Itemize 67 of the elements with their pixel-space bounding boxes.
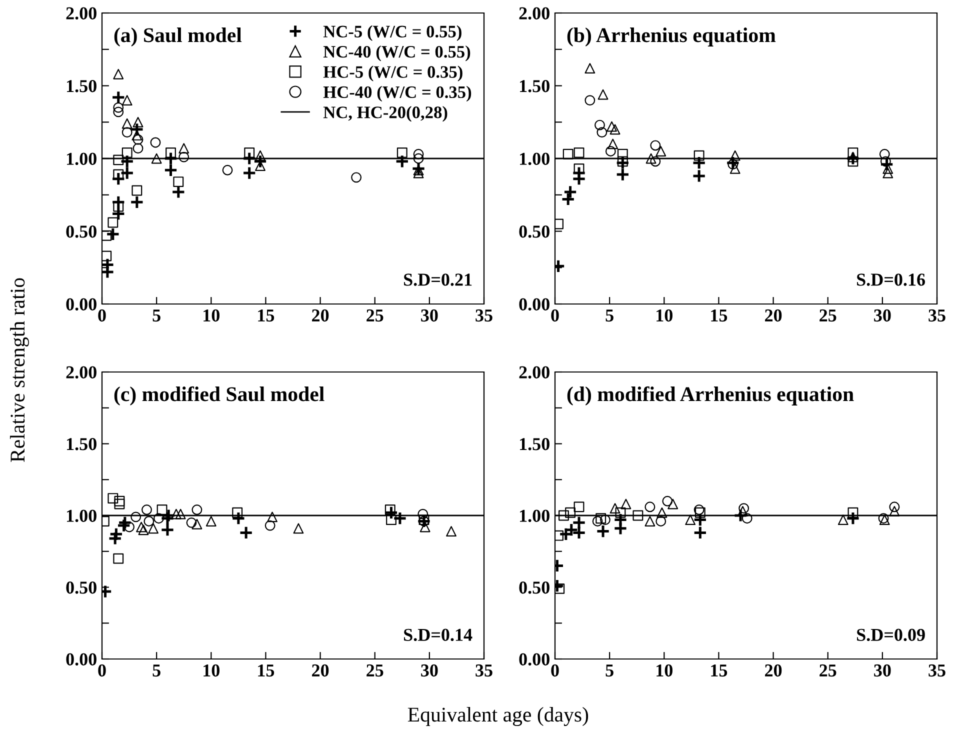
y-tick-label: 1.50: [520, 80, 550, 92]
x-tick-label: 25: [820, 309, 836, 322]
x-tick-label: 35: [476, 309, 492, 322]
y-tick-label: 0.00: [519, 653, 550, 666]
x-tick-label: 20: [765, 309, 782, 322]
x-tick-label: 15: [258, 309, 274, 322]
x-tick-label: 0: [551, 664, 559, 677]
legend-label: NC-5 (W/C = 0.55): [323, 25, 462, 42]
y-tick-label: 1.00: [66, 152, 96, 166]
x-tick-label: 25: [366, 664, 384, 677]
y-tick-label: 0.00: [66, 653, 96, 666]
text: (d) modified Arrhenius equation: [567, 386, 854, 406]
y-axis-title: Relative strength ratio: [10, 278, 29, 462]
x-tick-label: 35: [928, 664, 946, 677]
legend-label: NC-40 (W/C = 0.55): [323, 45, 470, 62]
y-tick-label: 2.00: [66, 366, 96, 379]
x-tick-label: 5: [152, 664, 160, 677]
x-tick-label: 20: [312, 309, 329, 322]
y-tick-label: 0.50: [519, 582, 550, 594]
x-tick-label: 10: [204, 309, 220, 322]
annotation: S.D=0.09: [857, 628, 925, 642]
y-tick-label: 2.00: [66, 7, 96, 20]
y-tick-label: 0.50: [66, 226, 96, 238]
x-tick-label: 0: [98, 309, 106, 322]
annotation: S.D=0.16: [857, 274, 926, 286]
y-tick-label: 0.50: [519, 226, 550, 238]
x-tick-label: 20: [765, 664, 782, 677]
legend-label: NC, HC-20(0,28): [323, 106, 448, 122]
x-tick-label: 20: [312, 664, 329, 677]
y-tick-label: 0.50: [66, 582, 96, 594]
x-tick-label: 30: [421, 664, 438, 677]
x-tick-label: 15: [711, 664, 728, 677]
x-tick-label: 35: [928, 309, 946, 322]
x-axis-title: Equivalent age (days): [408, 707, 588, 726]
x-tick-label: 0: [551, 309, 559, 322]
x-tick-label: 15: [711, 309, 728, 322]
x-tick-label: 0: [98, 664, 106, 677]
y-tick-label: 1.50: [520, 438, 550, 450]
x-tick-label: 10: [656, 664, 672, 677]
legend-label: HC-40 (W/C = 0.35): [323, 86, 472, 102]
x-tick-label: 35: [476, 664, 492, 677]
y-tick-label: 1.50: [66, 80, 96, 92]
y-tick-label: 1.50: [66, 438, 96, 450]
y-tick-label: 1.00: [520, 510, 550, 522]
annotation: S.D=0.21: [404, 274, 472, 286]
x-tick-label: 30: [874, 309, 891, 322]
y-tick-label: 0.00: [519, 298, 550, 311]
y-tick-label: 2.00: [519, 7, 550, 20]
y-tick-label: 1.00: [520, 152, 550, 166]
x-tick-label: 5: [606, 310, 614, 322]
annotation: S.D=0.14: [404, 628, 472, 642]
legend-label: HC-5 (W/C = 0.35): [323, 66, 462, 82]
x-tick-label: 30: [421, 309, 438, 322]
text: (c) modified Saul model: [114, 386, 324, 406]
x-tick-label: 30: [874, 664, 891, 677]
x-tick-label: 10: [204, 664, 220, 677]
y-tick-label: 0.00: [66, 298, 96, 311]
x-tick-label: 5: [606, 664, 614, 677]
x-tick-label: 10: [656, 309, 672, 322]
y-tick-label: 2.00: [519, 366, 550, 379]
text: (b) Arrhenius equatiom: [567, 28, 776, 46]
text: (a) Saul model: [114, 28, 242, 46]
x-tick-label: 15: [258, 664, 274, 677]
x-tick-label: 25: [820, 664, 836, 677]
x-tick-label: 25: [366, 309, 384, 322]
y-tick-label: 1.00: [66, 510, 96, 522]
x-tick-label: 5: [152, 310, 160, 322]
